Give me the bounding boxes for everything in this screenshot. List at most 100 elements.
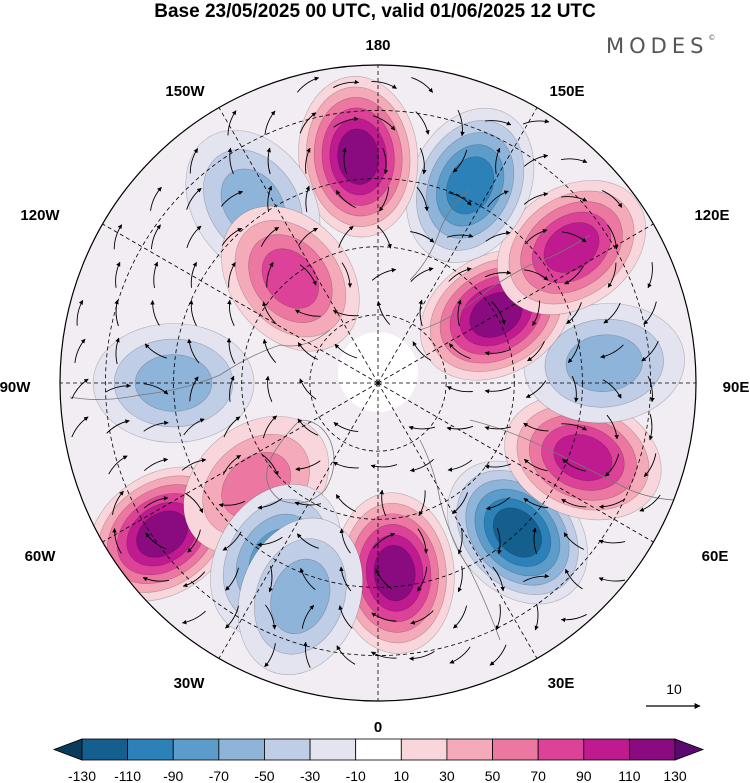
wind-vector xyxy=(332,310,359,317)
wind-vector xyxy=(485,496,510,511)
reference-vector: 10 xyxy=(646,681,701,709)
wind-vector xyxy=(294,501,322,506)
wind-vector xyxy=(639,494,661,512)
wind-vector xyxy=(532,527,538,555)
wind-vector xyxy=(333,79,360,88)
wind-vector xyxy=(189,376,199,402)
wind-vectors xyxy=(71,76,661,669)
anomaly-center xyxy=(87,466,237,602)
wind-vector xyxy=(225,567,239,591)
wind-vector xyxy=(187,338,200,364)
colorbar-swatch xyxy=(400,738,448,761)
pacific-coast xyxy=(409,189,471,281)
wind-vector xyxy=(447,459,473,472)
wind-vector xyxy=(523,573,550,583)
wind-vector xyxy=(220,190,244,207)
colorbar-swatch xyxy=(218,738,265,761)
wind-vector xyxy=(185,492,204,514)
wind-vector xyxy=(412,341,432,361)
wind-vector xyxy=(602,379,622,399)
wind-vector xyxy=(410,610,434,625)
wind-vector xyxy=(372,532,396,549)
colorbar-tick-label: 10 xyxy=(394,768,410,783)
longitude-label: 60E xyxy=(702,548,729,565)
colorbar-tick-label: -30 xyxy=(300,768,320,783)
wind-vector xyxy=(144,343,167,359)
wind-vector xyxy=(115,261,121,288)
wind-vector xyxy=(524,228,548,245)
wind-vector xyxy=(297,342,319,360)
wind-vector xyxy=(452,492,469,514)
meridian-line xyxy=(218,382,379,659)
wind-vector xyxy=(262,301,277,325)
wind-vector xyxy=(186,187,202,210)
wind-vector xyxy=(150,186,162,211)
colorbar-swatch xyxy=(583,738,630,761)
wind-vector xyxy=(371,267,397,281)
colorbar-swatch xyxy=(172,738,220,761)
colorbar-swatch xyxy=(127,738,174,761)
anomaly-contour xyxy=(270,558,331,635)
colorbar-swatch xyxy=(446,738,493,761)
wind-vector xyxy=(600,344,624,359)
wind-vector xyxy=(299,112,317,134)
wind-vector xyxy=(567,339,581,363)
wind-vector xyxy=(257,536,283,548)
wind-vector xyxy=(561,231,587,243)
wind-vector xyxy=(599,498,625,509)
wind-vector xyxy=(143,496,169,509)
wind-vector xyxy=(338,605,353,629)
colorbar: -130 -110 -90 -70 -50 -30 -10 10 30 50 70 90 110 130 xyxy=(52,738,705,783)
colorbar-tick-label: -10 xyxy=(346,768,366,783)
wind-vector xyxy=(335,189,356,209)
wind-vector xyxy=(297,227,319,246)
wind-vector xyxy=(607,262,617,288)
wind-vector xyxy=(419,147,427,175)
wind-vector xyxy=(266,147,271,175)
wind-vector xyxy=(561,158,588,163)
greenland-coast xyxy=(266,419,335,504)
wind-vector xyxy=(145,532,167,550)
wind-vector xyxy=(409,458,434,473)
meridian-line xyxy=(377,223,654,384)
wind-vector xyxy=(332,461,359,469)
wind-vector xyxy=(338,225,354,248)
wind-vector xyxy=(71,378,89,400)
wind-vector xyxy=(492,566,505,592)
wind-vector xyxy=(305,147,311,174)
wind-vector xyxy=(266,262,274,288)
wind-vector xyxy=(446,386,473,393)
longitude-label: 0 xyxy=(374,719,382,736)
wind-vector xyxy=(339,566,352,592)
wind-vector xyxy=(525,380,547,398)
wind-vector xyxy=(299,378,317,400)
wind-vector xyxy=(218,501,246,508)
wind-vector xyxy=(598,577,626,582)
longitude-label: 120W xyxy=(20,207,60,224)
wind-vector xyxy=(228,262,236,288)
wind-vector xyxy=(643,301,657,325)
colorbar-tick-label: -50 xyxy=(254,768,274,783)
colorbar-swatch xyxy=(537,738,585,761)
colorbar-tick-label: 30 xyxy=(439,768,455,783)
wind-vector xyxy=(71,416,89,438)
wind-vector xyxy=(452,149,468,173)
wind-vector xyxy=(115,337,120,365)
colorbar-swatch xyxy=(355,738,402,761)
wind-vector xyxy=(222,454,242,475)
wind-vector xyxy=(189,148,199,174)
anomaly-field xyxy=(60,65,696,701)
wind-vector xyxy=(524,269,549,281)
colorbar-tick-label: 50 xyxy=(485,768,501,783)
wind-vector xyxy=(264,110,276,136)
wind-vector xyxy=(260,226,280,247)
wind-vector xyxy=(370,651,397,659)
wind-vector xyxy=(522,118,550,125)
wind-vector xyxy=(449,343,471,359)
wind-vector xyxy=(106,419,130,434)
wind-vector xyxy=(416,566,428,592)
colorbar-tick-label: -130 xyxy=(68,768,96,783)
copyright-mark: © xyxy=(708,34,716,42)
wind-vector xyxy=(379,489,387,517)
colorbar-tick-label: 130 xyxy=(663,768,687,783)
